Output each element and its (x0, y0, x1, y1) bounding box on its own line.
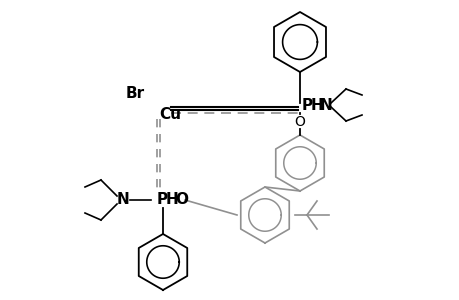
Text: N: N (117, 193, 129, 208)
Text: P: P (157, 193, 168, 208)
Text: N: N (319, 98, 332, 112)
Text: O: O (294, 115, 305, 129)
Text: Cu: Cu (159, 107, 180, 122)
Text: H: H (310, 98, 323, 112)
Text: O: O (174, 193, 188, 208)
Text: H: H (166, 193, 179, 208)
Text: P: P (302, 98, 313, 112)
Text: Br: Br (126, 85, 145, 100)
